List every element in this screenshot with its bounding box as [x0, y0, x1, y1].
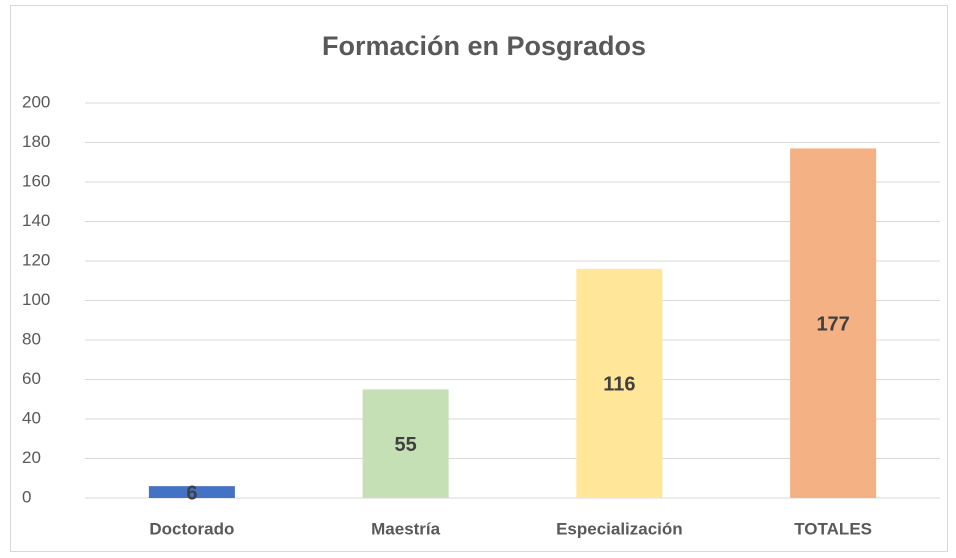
y-tick-label: 160	[22, 171, 50, 190]
bar	[790, 148, 877, 499]
y-tick-label: 180	[22, 132, 50, 151]
y-tick-label: 200	[22, 92, 50, 111]
bar	[148, 486, 235, 498]
y-tick-label: 100	[22, 290, 50, 309]
value-label: 55	[395, 434, 417, 456]
y-tick-label: 140	[22, 211, 50, 230]
y-tick-label: 0	[22, 487, 31, 506]
bar	[362, 389, 449, 498]
chart-title: Formación en Posgrados	[322, 31, 646, 61]
value-label: 6	[186, 482, 197, 504]
value-label: 177	[816, 313, 849, 335]
y-tick-label: 20	[22, 448, 41, 467]
y-tick-label: 80	[22, 329, 41, 348]
y-tick-label: 60	[22, 369, 41, 388]
y-tick-label: 40	[22, 408, 41, 427]
y-tick-label: 120	[22, 250, 50, 269]
bar	[576, 268, 663, 498]
x-tick-label: Maestría	[371, 519, 441, 538]
value-label: 116	[603, 374, 635, 396]
x-tick-label: Especialización	[556, 519, 683, 538]
x-tick-label: Doctorado	[149, 519, 234, 538]
x-tick-label: TOTALES	[794, 519, 872, 538]
